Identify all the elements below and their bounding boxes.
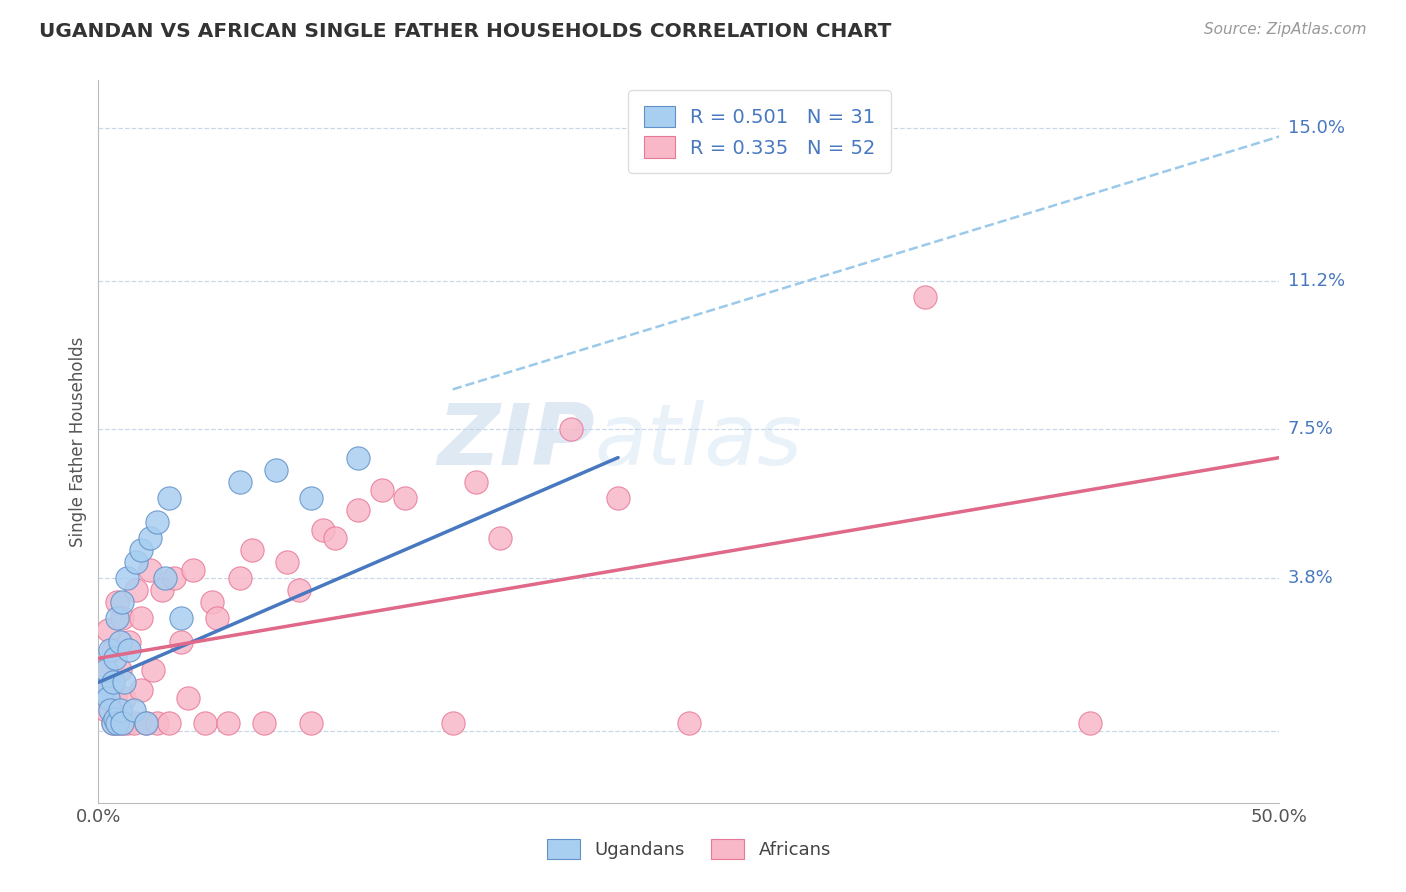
Y-axis label: Single Father Households: Single Father Households [69, 336, 87, 547]
Point [229, 475, 252, 489]
Point [146, 515, 169, 529]
Point [108, 635, 131, 649]
Text: 15.0%: 15.0% [1288, 120, 1344, 137]
Point [253, 715, 276, 730]
Point [112, 691, 135, 706]
Point [139, 563, 162, 577]
Point [105, 611, 128, 625]
Legend: Ugandans, Africans: Ugandans, Africans [540, 831, 838, 866]
Point [347, 502, 370, 516]
Point [177, 691, 200, 706]
Point [91, 683, 114, 698]
Point [135, 715, 157, 730]
Point [105, 595, 128, 609]
Point [678, 715, 700, 730]
Point [118, 635, 141, 649]
Point [112, 675, 135, 690]
Point [205, 611, 228, 625]
Point [111, 611, 134, 625]
Point [94, 703, 117, 717]
Point [229, 571, 252, 585]
Point [98, 643, 121, 657]
Point [139, 531, 162, 545]
Point [105, 715, 128, 730]
Text: 7.5%: 7.5% [1288, 420, 1334, 439]
Point [98, 683, 121, 698]
Point [1080, 715, 1102, 730]
Point [97, 691, 120, 706]
Point [135, 715, 157, 730]
Point [142, 664, 165, 678]
Point [607, 491, 630, 505]
Point [157, 491, 180, 505]
Text: 3.8%: 3.8% [1288, 569, 1333, 587]
Point [217, 715, 239, 730]
Point [104, 651, 127, 665]
Point [111, 715, 134, 730]
Point [201, 595, 224, 609]
Point [465, 475, 488, 489]
Point [170, 611, 193, 625]
Text: ZIP: ZIP [437, 400, 595, 483]
Point [111, 715, 134, 730]
Text: Source: ZipAtlas.com: Source: ZipAtlas.com [1204, 22, 1367, 37]
Point [347, 450, 370, 465]
Text: UGANDAN VS AFRICAN SINGLE FATHER HOUSEHOLDS CORRELATION CHART: UGANDAN VS AFRICAN SINGLE FATHER HOUSEHO… [39, 22, 891, 41]
Point [371, 483, 394, 497]
Point [276, 555, 298, 569]
Point [157, 715, 180, 730]
Point [914, 290, 936, 304]
Point [91, 664, 114, 678]
Point [118, 643, 141, 657]
Point [153, 571, 176, 585]
Point [264, 462, 287, 476]
Point [170, 635, 193, 649]
Point [312, 523, 335, 537]
Point [560, 423, 582, 437]
Point [108, 664, 131, 678]
Point [101, 675, 124, 690]
Point [122, 715, 145, 730]
Point [105, 715, 128, 730]
Point [129, 611, 152, 625]
Point [115, 715, 138, 730]
Point [97, 623, 120, 637]
Point [104, 712, 127, 726]
Point [98, 703, 121, 717]
Point [299, 715, 322, 730]
Point [150, 583, 173, 598]
Point [441, 715, 464, 730]
Point [240, 542, 263, 557]
Point [299, 491, 322, 505]
Point [163, 571, 186, 585]
Point [194, 715, 217, 730]
Text: atlas: atlas [595, 400, 803, 483]
Point [101, 643, 124, 657]
Point [489, 531, 512, 545]
Point [181, 563, 204, 577]
Point [101, 715, 124, 730]
Point [146, 715, 169, 730]
Point [129, 683, 152, 698]
Point [115, 571, 138, 585]
Point [125, 583, 148, 598]
Point [129, 542, 152, 557]
Point [323, 531, 346, 545]
Point [111, 595, 134, 609]
Point [108, 703, 131, 717]
Point [125, 555, 148, 569]
Text: 11.2%: 11.2% [1288, 272, 1346, 290]
Point [288, 583, 311, 598]
Point [101, 715, 124, 730]
Point [394, 491, 416, 505]
Point [94, 664, 117, 678]
Point [104, 691, 127, 706]
Point [122, 703, 145, 717]
